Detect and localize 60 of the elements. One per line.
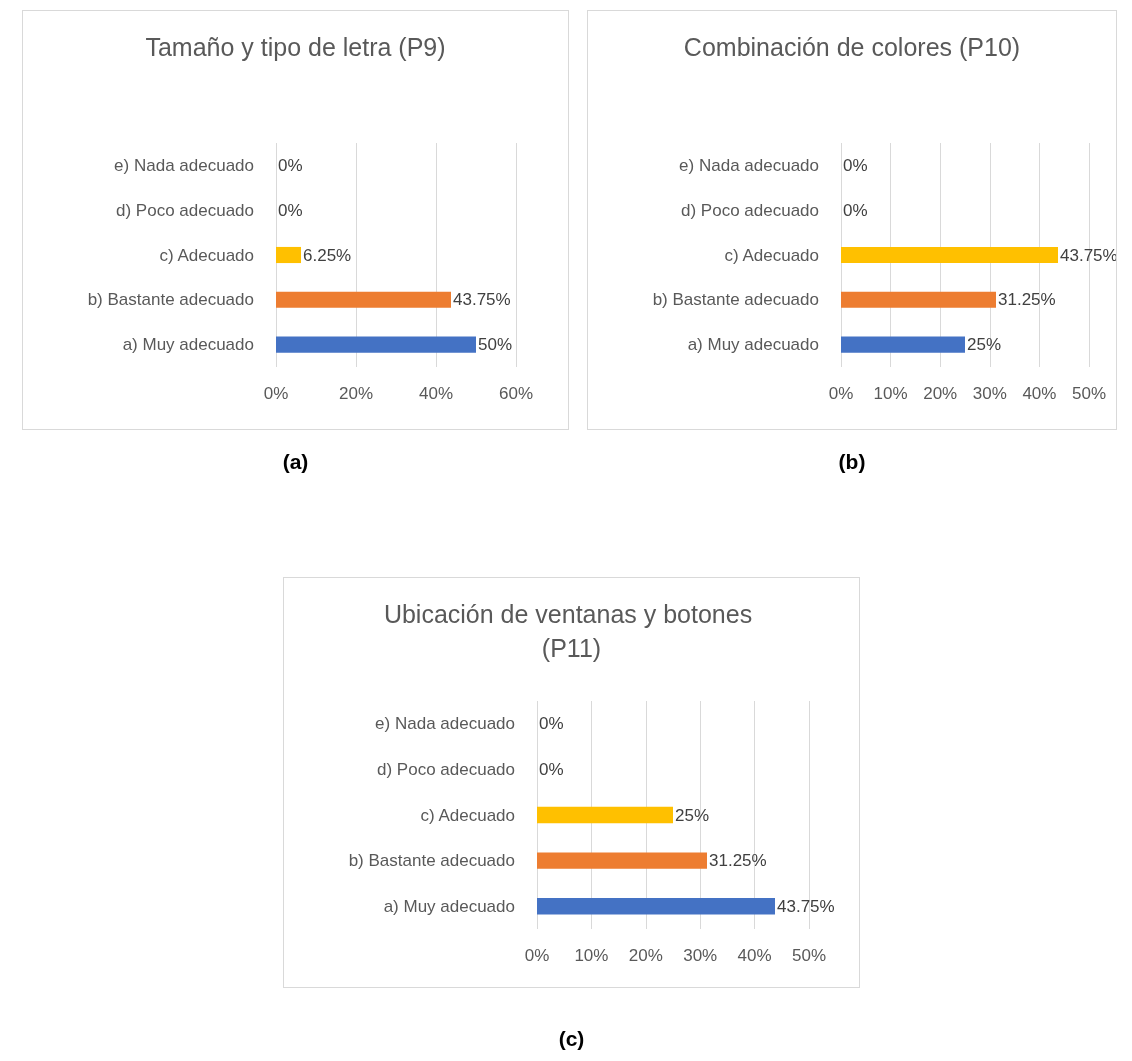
bar	[841, 246, 1058, 264]
data-label: 0%	[278, 200, 303, 220]
chart-title: Combinación de colores (P10)	[683, 33, 1021, 61]
y-tick-label: e) Nada adecuado	[114, 155, 254, 175]
y-tick-label: d) Poco adecuado	[116, 200, 254, 220]
x-tick-label: 0%	[524, 946, 550, 965]
y-tick-label: e) Nada adecuado	[375, 714, 515, 734]
x-tick-label: 50%	[791, 946, 827, 965]
data-label: 25%	[967, 335, 1002, 355]
y-tick-label: a) Muy adecuado	[687, 335, 819, 355]
y-tick-label: c) Adecuado	[420, 805, 515, 825]
chart-title: Tamaño y tipo de letra (P9)	[145, 33, 446, 61]
x-tick-label: 10%	[873, 384, 908, 403]
y-tick-label: b) Bastante adecuado	[652, 290, 819, 310]
y-tick-label: e) Nada adecuado	[679, 155, 819, 175]
x-tick-label: 30%	[683, 946, 718, 965]
bar	[276, 246, 301, 264]
y-tick-label: a) Muy adecuado	[383, 896, 515, 916]
data-label: 0%	[843, 155, 868, 175]
x-tick-label: 20%	[338, 384, 374, 403]
y-tick-label: c) Adecuado	[159, 245, 254, 265]
bar	[841, 291, 996, 308]
x-tick-label: 40%	[418, 384, 454, 403]
x-tick-label: 40%	[737, 946, 772, 965]
x-tick-label: 0%	[828, 384, 854, 403]
text: (b)	[837, 450, 867, 474]
x-tick-label: 60%	[498, 384, 534, 403]
bar	[276, 336, 476, 353]
y-tick-label: b) Bastante adecuado	[348, 851, 515, 871]
bar	[537, 852, 707, 869]
y-tick-label: a) Muy adecuado	[122, 335, 254, 355]
x-tick-label: 20%	[923, 384, 958, 403]
y-tick-label: b) Bastante adecuado	[87, 290, 254, 310]
y-tick-label: d) Poco adecuado	[377, 759, 515, 779]
x-tick-label: 0%	[263, 384, 289, 403]
data-label: 31.25%	[998, 290, 1056, 310]
data-label: 0%	[278, 155, 303, 175]
x-tick-label: 50%	[1071, 384, 1107, 403]
data-label: 31.25%	[709, 851, 767, 871]
data-label: 0%	[539, 714, 564, 734]
text: (a)	[281, 450, 310, 474]
bar	[841, 336, 965, 353]
data-label: 6.25%	[303, 245, 352, 265]
x-tick-label: 10%	[574, 946, 609, 965]
x-tick-label: 40%	[1022, 384, 1057, 403]
x-tick-label: 20%	[628, 946, 663, 965]
y-tick-label: c) Adecuado	[724, 245, 819, 265]
data-label: 0%	[843, 200, 868, 220]
data-label: 25%	[675, 805, 710, 825]
bar	[537, 806, 673, 824]
data-label: 43.75%	[453, 290, 511, 310]
bar	[276, 291, 451, 308]
bar	[537, 897, 775, 915]
data-label: 43.75%	[777, 896, 835, 916]
data-label: 0%	[539, 759, 564, 779]
chart-title: Ubicación de ventanas y botones (P11)	[383, 600, 760, 662]
text: (c)	[557, 1027, 586, 1051]
x-tick-label: 30%	[972, 384, 1007, 403]
data-label: 50%	[478, 335, 513, 355]
y-tick-label: d) Poco adecuado	[681, 200, 819, 220]
